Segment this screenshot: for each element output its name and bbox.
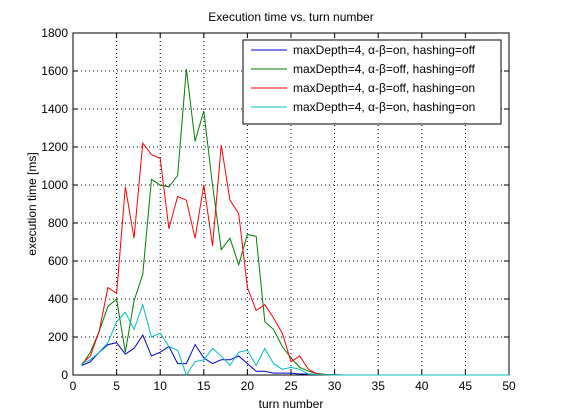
legend: maxDepth=4, α-β=on, hashing=off maxDepth=…: [242, 39, 502, 125]
chart-title: Execution time vs. turn number: [208, 10, 373, 24]
series-line-4: [81, 303, 509, 377]
y-tick-label: 1400: [41, 102, 68, 116]
y-tick-label: 200: [48, 330, 68, 344]
legend-label-2: maxDepth=4, α-β=off, hashing=off: [293, 62, 476, 76]
x-tick-label: 50: [502, 379, 516, 393]
y-tick-label: 1800: [41, 26, 68, 40]
y-tick-label: 1000: [41, 178, 68, 192]
x-tick-label: 0: [70, 379, 77, 393]
y-tick-label: 400: [48, 292, 68, 306]
x-tick-label: 15: [197, 379, 211, 393]
y-tick-label: 0: [61, 368, 68, 382]
y-tick-label: 600: [48, 254, 68, 268]
y-axis-label: execution time [ms]: [25, 152, 39, 255]
x-tick-label: 45: [459, 379, 473, 393]
y-tick-label: 1200: [41, 140, 68, 154]
x-tick-label: 25: [284, 379, 298, 393]
y-tick-label: 800: [48, 216, 68, 230]
x-tick-label: 30: [328, 379, 342, 393]
x-tick-label: 10: [154, 379, 168, 393]
series-line-3: [81, 141, 509, 376]
x-axis-label: turn number: [259, 397, 324, 411]
series-line-1: [81, 334, 509, 376]
legend-label-4: maxDepth=4, α-β=on, hashing=on: [293, 100, 475, 114]
x-tick-label: 5: [113, 379, 120, 393]
axis-ticks: 0 5 10 15 20 25 30 35 40 45 50 0 200 400 600 800 1000 120…: [41, 26, 516, 393]
legend-label-1: maxDepth=4, α-β=on, hashing=off: [293, 43, 476, 57]
x-tick-label: 20: [241, 379, 255, 393]
legend-label-3: maxDepth=4, α-β=off, hashing=on: [293, 81, 475, 95]
x-tick-label: 40: [415, 379, 429, 393]
legend-entries: maxDepth=4, α-β=on, hashing=off maxDepth=…: [251, 43, 476, 114]
legend-box: [242, 39, 502, 125]
series-lines: [81, 69, 509, 377]
x-tick-label: 35: [372, 379, 386, 393]
y-tick-label: 1600: [41, 64, 68, 78]
